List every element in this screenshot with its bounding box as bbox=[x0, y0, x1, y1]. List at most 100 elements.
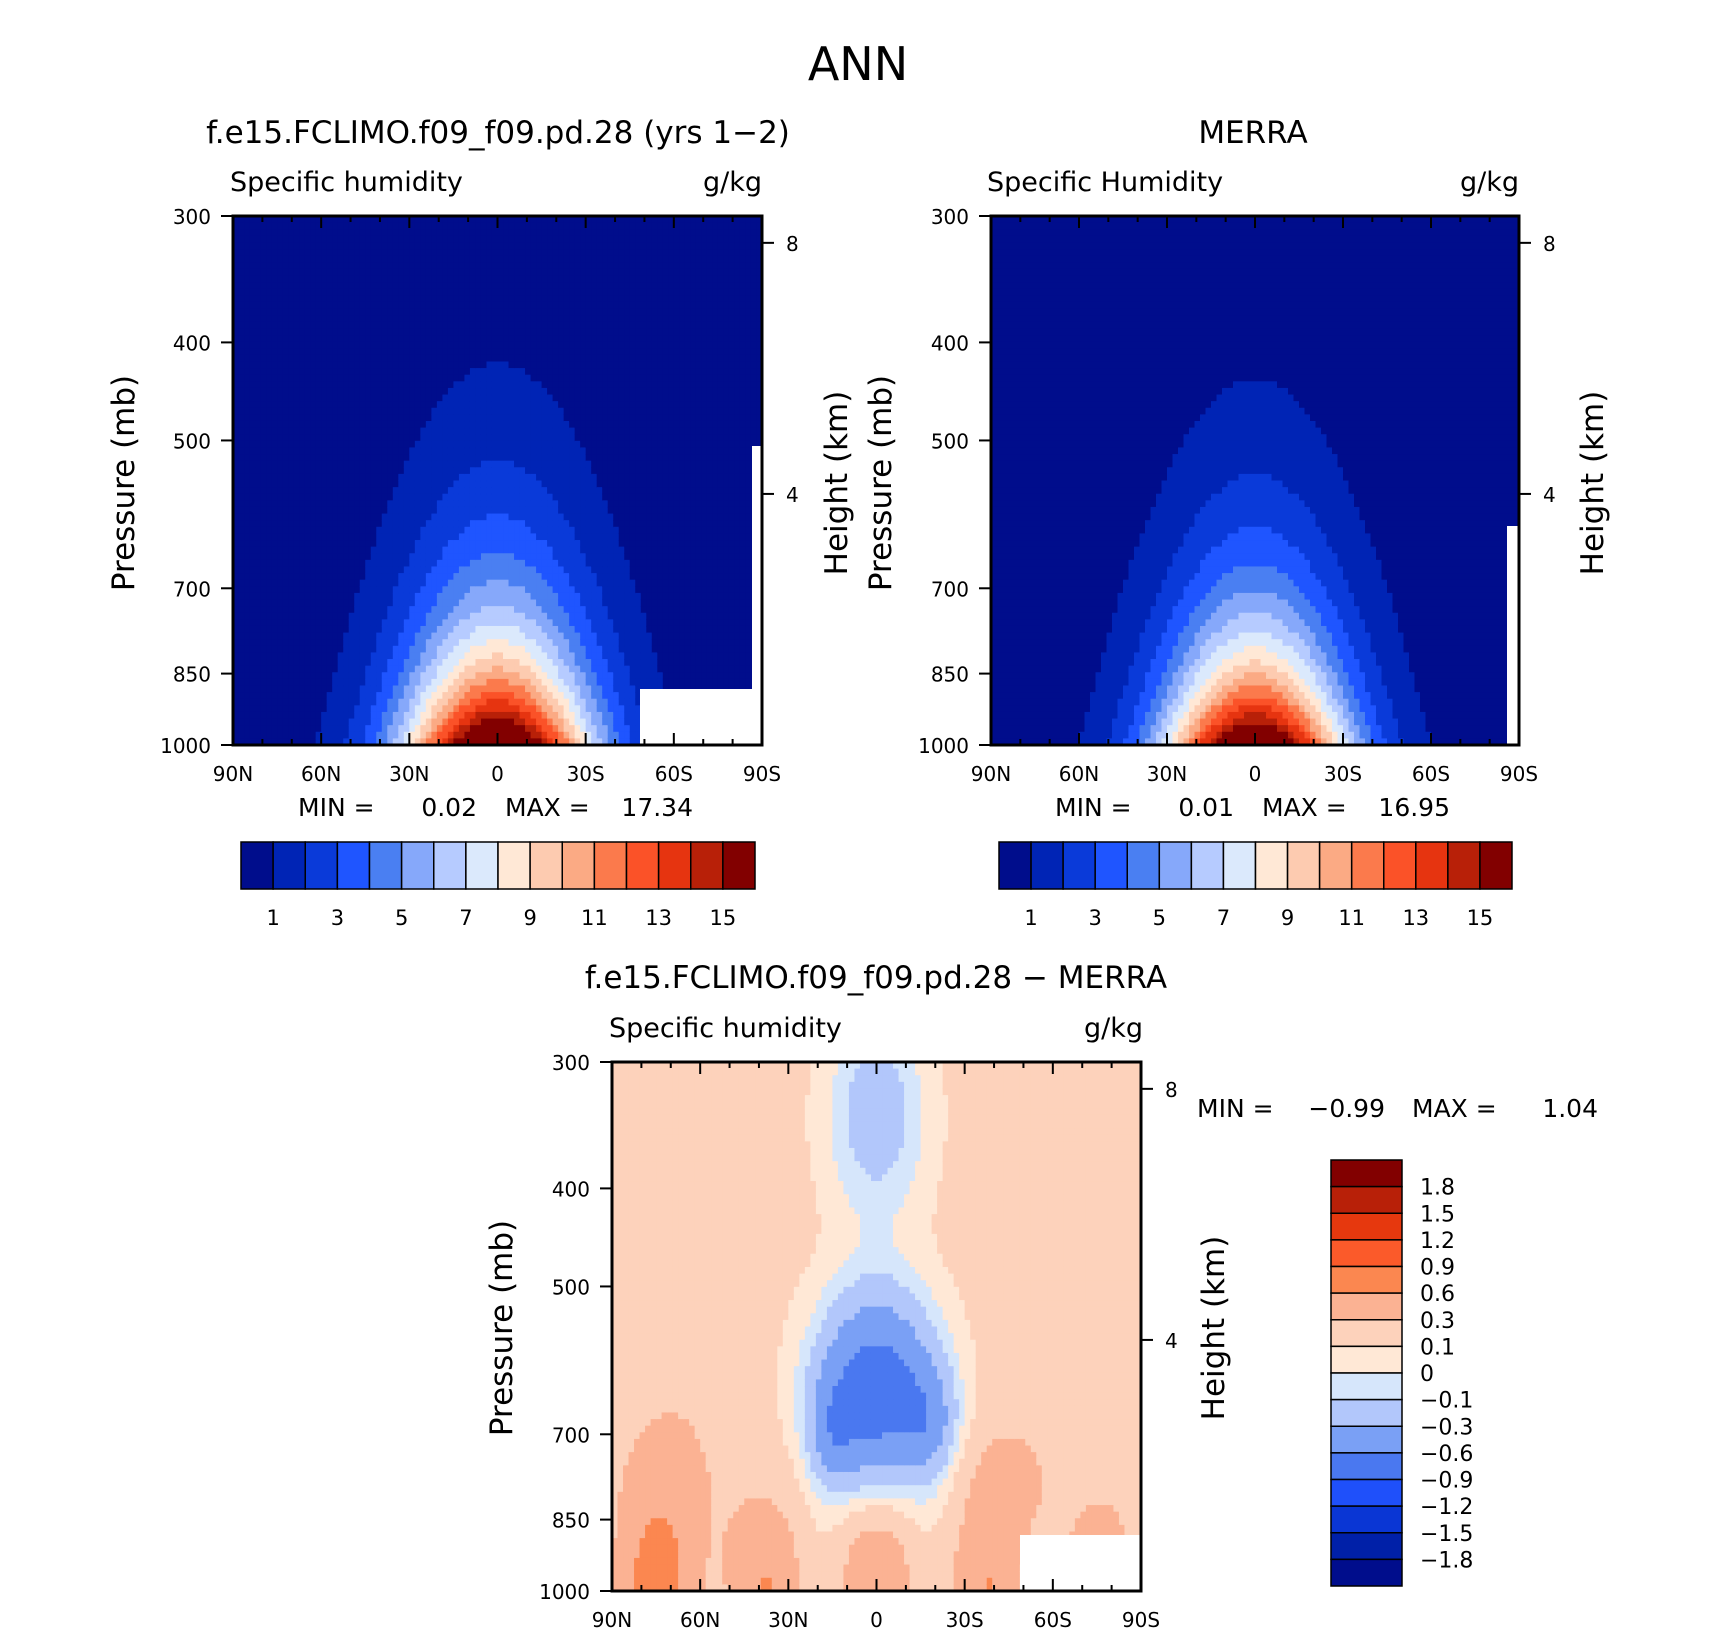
heatmap-cell bbox=[370, 592, 377, 601]
heatmap-cell bbox=[464, 533, 471, 541]
heatmap-cell bbox=[536, 612, 543, 620]
heatmap-cell bbox=[530, 394, 537, 402]
heatmap-cell bbox=[282, 467, 289, 475]
heatmap-cell bbox=[536, 480, 543, 488]
heatmap-cell bbox=[442, 335, 449, 343]
heatmap-cell bbox=[563, 520, 570, 528]
heatmap-cell bbox=[558, 566, 565, 574]
heatmap-cell bbox=[414, 480, 421, 488]
heatmap-cell bbox=[420, 222, 427, 230]
heatmap-cell bbox=[238, 420, 245, 429]
heatmap-cell bbox=[359, 440, 366, 449]
heatmap-cell bbox=[271, 467, 278, 475]
heatmap-cell bbox=[348, 639, 355, 647]
heatmap-cell bbox=[558, 692, 565, 700]
heatmap-cell bbox=[282, 427, 289, 435]
heatmap-cell bbox=[480, 315, 488, 323]
heatmap-cell bbox=[381, 659, 388, 667]
heatmap-cell bbox=[525, 262, 532, 270]
heatmap-cell bbox=[431, 678, 438, 687]
heatmap-cell bbox=[453, 321, 460, 330]
heatmap-cell bbox=[469, 387, 477, 396]
heatmap-cell bbox=[337, 586, 344, 594]
heatmap-cell bbox=[519, 711, 526, 720]
heatmap-cell bbox=[480, 619, 488, 627]
heatmap-cell bbox=[442, 315, 449, 323]
heatmap-cell bbox=[414, 487, 421, 495]
heatmap-cell bbox=[233, 573, 240, 581]
heatmap-cell bbox=[381, 328, 388, 336]
heatmap-cell bbox=[453, 467, 460, 475]
heatmap-cell bbox=[321, 381, 328, 389]
heatmap-cell bbox=[310, 725, 317, 733]
heatmap-cell bbox=[387, 315, 394, 323]
heatmap-cell bbox=[282, 262, 289, 270]
heatmap-cell bbox=[525, 341, 532, 349]
heatmap-cell bbox=[442, 493, 449, 501]
heatmap-cell bbox=[326, 559, 333, 568]
heatmap-cell bbox=[453, 295, 460, 303]
heatmap-cell bbox=[503, 731, 510, 739]
heatmap-cell bbox=[409, 533, 416, 541]
heatmap-cell bbox=[288, 308, 295, 316]
heatmap-cell bbox=[354, 606, 361, 614]
heatmap-cell bbox=[503, 354, 510, 363]
heatmap-cell bbox=[425, 493, 432, 501]
heatmap-cell bbox=[249, 434, 256, 442]
heatmap-cell bbox=[453, 592, 460, 601]
heatmap-cell bbox=[469, 493, 477, 501]
heatmap-cell bbox=[387, 559, 394, 568]
heatmap-cell bbox=[321, 553, 328, 561]
heatmap-cell bbox=[249, 553, 256, 561]
heatmap-cell bbox=[271, 559, 278, 568]
heatmap-cell bbox=[458, 718, 466, 726]
heatmap-cell bbox=[233, 354, 240, 363]
heatmap-cell bbox=[244, 573, 251, 581]
heatmap-cell bbox=[321, 579, 328, 587]
heatmap-cell bbox=[277, 711, 284, 720]
heatmap-cell bbox=[359, 235, 366, 244]
heatmap-cell bbox=[315, 579, 322, 587]
heatmap-cell bbox=[370, 718, 377, 726]
heatmap-cell bbox=[387, 301, 394, 310]
heatmap-cell bbox=[525, 685, 532, 693]
heatmap-cell bbox=[271, 698, 278, 706]
heatmap-cell bbox=[453, 354, 460, 363]
heatmap-cell bbox=[558, 480, 565, 488]
heatmap-cell bbox=[552, 731, 559, 739]
heatmap-cell bbox=[244, 440, 251, 449]
heatmap-cell bbox=[315, 606, 322, 614]
heatmap-cell bbox=[238, 711, 245, 720]
heatmap-cell bbox=[409, 672, 416, 680]
heatmap-cell bbox=[381, 295, 388, 303]
heatmap-cell bbox=[547, 295, 554, 303]
heatmap-cell bbox=[409, 394, 416, 402]
heatmap-cell bbox=[337, 434, 344, 442]
heatmap-cell bbox=[365, 645, 372, 654]
heatmap-cell bbox=[420, 282, 427, 290]
heatmap-cell bbox=[552, 579, 559, 587]
heatmap-cell bbox=[381, 275, 388, 283]
heatmap-cell bbox=[321, 473, 328, 482]
heatmap-cell bbox=[480, 222, 488, 230]
heatmap-cell bbox=[332, 599, 339, 607]
heatmap-cell bbox=[398, 731, 405, 739]
heatmap-cell bbox=[442, 249, 449, 257]
heatmap-cell bbox=[233, 308, 240, 316]
heatmap-cell bbox=[420, 467, 427, 475]
heatmap-cell bbox=[266, 665, 273, 673]
heatmap-cell bbox=[508, 407, 515, 415]
heatmap-cell bbox=[310, 447, 317, 455]
heatmap-cell bbox=[266, 255, 273, 263]
heatmap-cell bbox=[486, 467, 493, 475]
heatmap-cell bbox=[447, 685, 455, 693]
heatmap-cell bbox=[398, 268, 405, 277]
heatmap-cell bbox=[403, 520, 410, 528]
heatmap-cell bbox=[525, 632, 532, 640]
heatmap-cell bbox=[403, 440, 410, 449]
heatmap-cell bbox=[480, 500, 488, 508]
heatmap-cell bbox=[458, 348, 466, 356]
heatmap-cell bbox=[519, 249, 526, 257]
heatmap-cell bbox=[558, 540, 565, 548]
